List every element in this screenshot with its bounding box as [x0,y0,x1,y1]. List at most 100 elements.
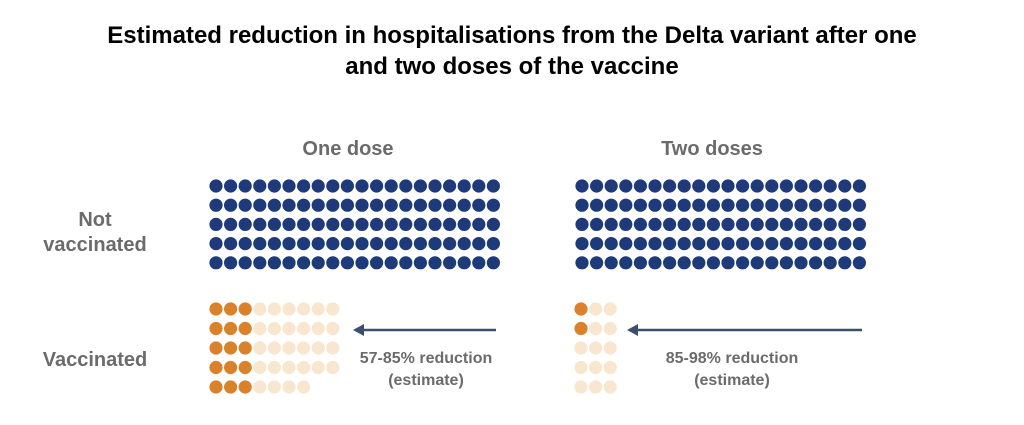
not-vaccinated-dot [413,179,427,193]
not-vaccinated-dot [765,179,779,193]
not-vaccinated-dot [677,237,691,251]
not-vaccinated-dot [633,237,648,251]
avoided-dot [297,360,311,375]
not-vaccinated-dot [838,256,852,270]
not-vaccinated-dot [340,179,354,193]
row-label-vaccinated: Vaccinated [20,348,170,373]
not-vaccinated-dot [428,237,442,251]
hospitalised-dot [224,341,238,355]
not-vaccinated-dot [326,179,340,193]
not-vaccinated-dot [355,217,369,231]
not-vaccinated-dot [633,217,648,231]
not-vaccinated-dot [486,217,500,231]
not-vaccinated-dot [677,179,691,193]
arrow-layer [353,324,862,336]
not-vaccinated-dot [428,217,442,231]
not-vaccinated-dot [384,217,398,231]
not-vaccinated-dot [736,217,750,231]
not-vaccinated-dot [413,217,427,231]
not-vaccinated-dot [486,198,500,212]
hospitalised-dot [238,360,252,375]
not-vaccinated-dot [604,237,618,251]
not-vaccinated-dot [326,198,340,212]
not-vaccinated-dot [750,217,764,231]
not-vaccinated-dot [604,217,618,231]
not-vaccinated-dot [677,217,691,231]
not-vaccinated-dot [355,179,369,193]
not-vaccinated-dot [209,256,223,270]
avoided-dot [603,341,617,355]
row-label-vaccinated-line-1: Vaccinated [42,349,148,371]
arrow-one-dose [353,324,496,336]
not-vaccinated-dot [809,198,823,212]
avoided-dot [589,380,603,394]
row-label-not-vaccinated-line-2: vaccinated [43,234,147,256]
not-vaccinated-dot [457,237,471,251]
not-vaccinated-dot [721,198,735,212]
not-vaccinated-dot [311,179,325,193]
not-vaccinated-dot [619,179,633,193]
column-header-one-dose: One dose [302,138,394,160]
not-vaccinated-dot [267,179,281,193]
not-vaccinated-dot [340,237,354,251]
avoided-dot [267,302,281,316]
not-vaccinated-dot [443,217,457,231]
not-vaccinated-dot [706,237,721,251]
avoided-dot [326,360,340,375]
avoided-dot [326,341,340,355]
not-vaccinated-dot [355,237,369,251]
note-two-doses-line-1: 85-98% reduction [665,350,799,367]
not-vaccinated-dot [663,237,677,251]
not-vaccinated-dot [224,237,238,251]
not-vaccinated-dot [399,179,413,193]
avoided-dot [603,302,617,316]
avoided-dot [589,360,603,375]
not-vaccinated-dot [282,217,296,231]
not-vaccinated-dot [311,237,325,251]
hospitalised-dot [224,360,238,375]
not-vaccinated-dot [428,179,442,193]
avoided-dot [297,341,311,355]
not-vaccinated-dot [706,256,721,270]
note-one-dose: 57-85% reduction (estimate) [336,348,516,392]
avoided-dot [253,380,267,394]
hospitalised-dot [209,302,223,316]
avoided-dot [326,302,340,316]
hospitalised-dot [209,380,223,394]
not-vaccinated-dot [282,198,296,212]
not-vaccinated-dot [619,217,633,231]
not-vaccinated-dot [486,179,500,193]
not-vaccinated-dot [692,217,706,231]
not-vaccinated-dot [794,217,808,231]
hospitalised-dot [238,302,252,316]
avoided-dot [589,321,603,336]
column-header-two-doses: Two doses [661,138,763,160]
not-vaccinated-dot [604,179,618,193]
not-vaccinated-dot [340,217,354,231]
avoided-dot [267,321,281,336]
hospitalised-dot [238,380,252,394]
row-label-not-vaccinated-line-1: Not [78,209,112,231]
not-vaccinated-dot [209,217,223,231]
not-vaccinated-dot [838,179,852,193]
not-vaccinated-dot [721,237,735,251]
not-vaccinated-dot [340,198,354,212]
hospitalised-dot [209,321,223,336]
not-vaccinated-dot [852,237,867,251]
not-vaccinated-dot [355,198,369,212]
not-vaccinated-dot [297,256,311,270]
not-vaccinated-dot [575,256,589,270]
not-vaccinated-dot [472,256,486,270]
hospitalised-dot [224,302,238,316]
not-vaccinated-dot [663,217,677,231]
not-vaccinated-dot [823,256,837,270]
not-vaccinated-dot [838,237,852,251]
avoided-dot [253,360,267,375]
not-vaccinated-dot [297,198,311,212]
not-vaccinated-dot [575,179,589,193]
not-vaccinated-dot [838,198,852,212]
not-vaccinated-dot [809,256,823,270]
avoided-dot [311,302,325,316]
not-vaccinated-dot [238,237,252,251]
not-vaccinated-dot [779,198,794,212]
